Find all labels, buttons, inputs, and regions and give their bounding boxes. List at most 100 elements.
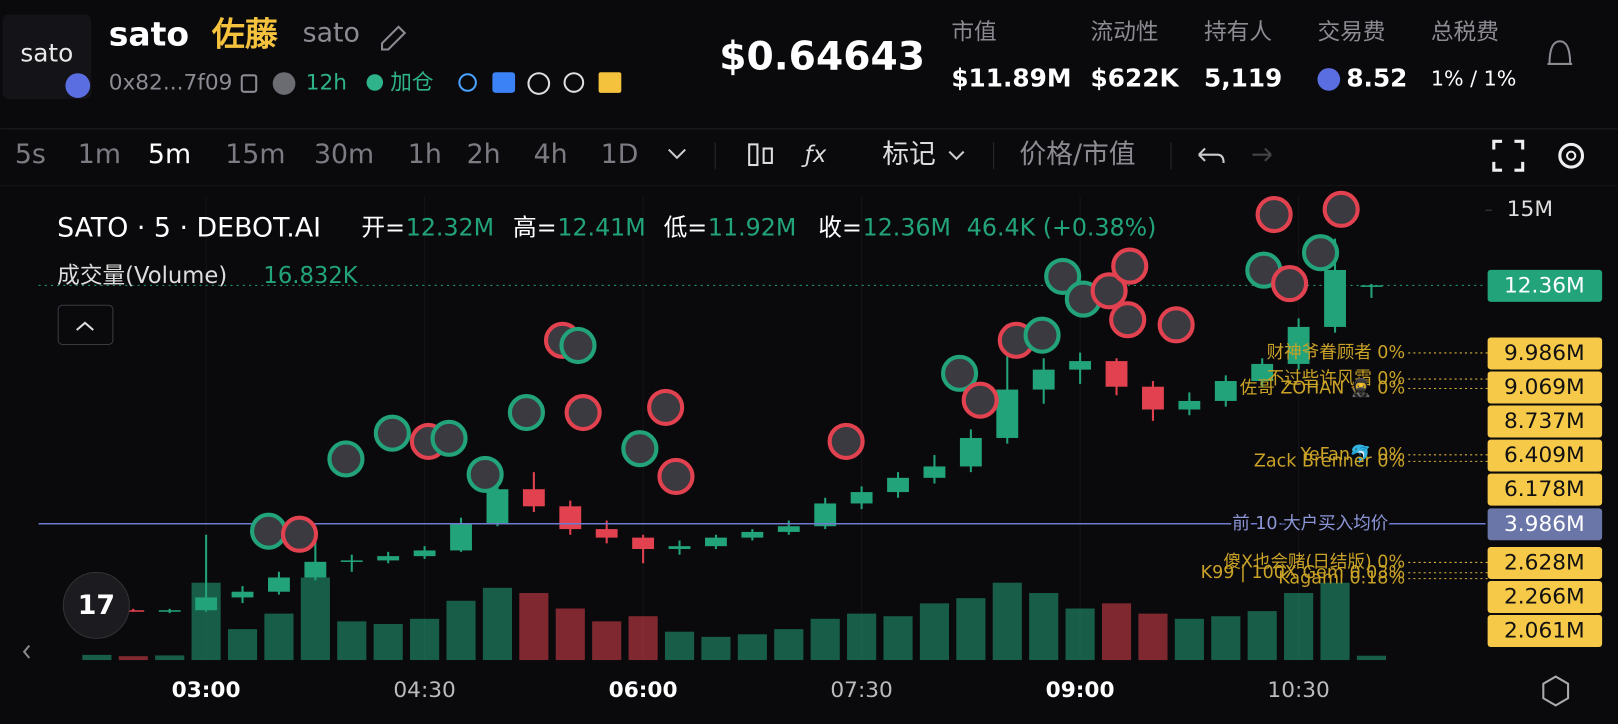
volume-bar [664,631,695,661]
stat-label: 市值 [951,20,996,46]
edit-icon[interactable] [380,25,407,51]
price-mcap-toggle[interactable]: 价格/市值 [1019,139,1135,170]
redo[interactable] [1252,147,1272,162]
volume-bar [628,616,658,661]
holder-tag [1487,473,1603,506]
trade-avatar[interactable] [250,512,288,550]
interval[interactable]: 5s [15,139,46,170]
trade-avatar[interactable] [430,419,468,457]
volume-bar [118,656,148,661]
legend-volume: 16.832K [263,263,358,289]
trade-avatar[interactable] [373,414,411,452]
volume-bar [847,613,877,661]
candle-body [1142,386,1164,410]
candle-body [413,550,436,557]
candle-body [668,546,691,550]
add-icon [366,74,384,91]
trade-avatar[interactable] [1271,265,1309,303]
tv-logo[interactable] [62,571,130,639]
candle-body [1032,369,1055,390]
trade-avatar[interactable] [466,455,504,493]
trade-avatar[interactable] [621,430,659,468]
trade-avatar[interactable] [1044,257,1082,295]
book-icon[interactable] [598,72,622,93]
trade-avatar[interactable] [961,381,999,419]
trade-avatar[interactable] [1301,234,1340,272]
trade-avatar[interactable] [1023,316,1061,354]
candle-body [1214,381,1237,401]
volume-bar [737,634,767,661]
trade-avatar[interactable] [1109,301,1147,339]
x-tick-label: 07:30 [830,678,892,703]
candle-body [923,466,946,478]
trade-avatar[interactable] [280,515,319,553]
volume-bar [82,654,112,661]
current-price-label: 12.36M [1504,273,1585,298]
indicator-icon[interactable]: ƒx [801,142,827,168]
trade-avatar[interactable] [827,422,865,460]
undo[interactable] [1198,147,1225,163]
token-name-cn: 佐藤 [211,15,279,54]
volume-bar [410,618,440,661]
web-icon[interactable] [527,72,551,95]
more-intervals[interactable] [668,148,686,160]
settings-core [1566,150,1577,161]
volume-bar [774,629,804,661]
holder-tag [1487,546,1603,579]
copy-icon[interactable] [240,74,258,93]
candle-body [450,523,472,551]
candle-body [340,560,363,562]
trade-avatar[interactable] [559,326,597,365]
candle-type-icon[interactable] [748,143,759,167]
interval[interactable]: 1m [78,139,121,170]
auto-scale[interactable] [1542,675,1570,707]
stat-label: 持有人 [1204,20,1272,46]
interval[interactable]: 30m [314,139,374,170]
trade-avatar[interactable] [1322,190,1360,228]
holder-tag-label: 8.737M [1504,409,1585,434]
chat-icon[interactable] [492,72,516,93]
legend-ohlc-value: 11.92M [708,213,796,241]
interval[interactable]: 1h [408,139,442,170]
candle-body [996,389,1019,438]
age: 12h [306,71,347,96]
marks-dropdown[interactable] [948,150,965,161]
legend: SATO · 5 · DEBOT.AI 开= 12.32M 高= 12.41M 低= 11.… [57,212,1156,288]
candle-body [595,529,618,538]
trade-avatar[interactable] [564,393,602,432]
holder-name: K99 | 100X Gem 0.03% [1201,563,1405,583]
search-icon[interactable] [563,72,585,93]
user-icon[interactable] [458,73,477,92]
legend-ohlc-label: 低= [664,213,708,241]
holder-tag [1487,615,1603,648]
interval[interactable]: 4h [534,139,568,170]
candle-body [632,537,655,550]
trade-avatar[interactable] [1157,306,1195,344]
interval[interactable]: 15m [225,139,285,170]
volume-bar [155,655,185,661]
avg-line-label: 3.986M [1504,512,1585,537]
interval[interactable]: 1D [601,139,639,170]
collapse-button[interactable] [57,304,114,345]
trade-avatar[interactable] [647,388,685,426]
trade-avatar[interactable] [327,440,365,478]
trade-avatar[interactable] [1090,272,1128,310]
trade-avatar[interactable] [507,393,545,432]
trade-avatar[interactable] [657,457,695,496]
add-position[interactable]: 加仓 [390,71,433,96]
volume-bar [956,598,986,661]
x-tick-label: 03:00 [172,678,241,703]
holder-tag [1487,439,1603,472]
candle-body [850,492,873,504]
scroll-left[interactable] [22,644,31,659]
trade-avatar[interactable] [1255,195,1293,234]
interval[interactable]: 5m [148,139,191,170]
candle-body [158,610,181,612]
fullscreen[interactable] [1492,139,1525,172]
marks-menu[interactable]: 标记 [882,139,936,170]
settings[interactable] [1558,142,1585,169]
interval[interactable]: 2h [467,139,501,170]
alert-icon[interactable] [1547,40,1573,65]
trade-avatar[interactable] [941,354,979,392]
trade-avatar[interactable] [1111,247,1149,285]
